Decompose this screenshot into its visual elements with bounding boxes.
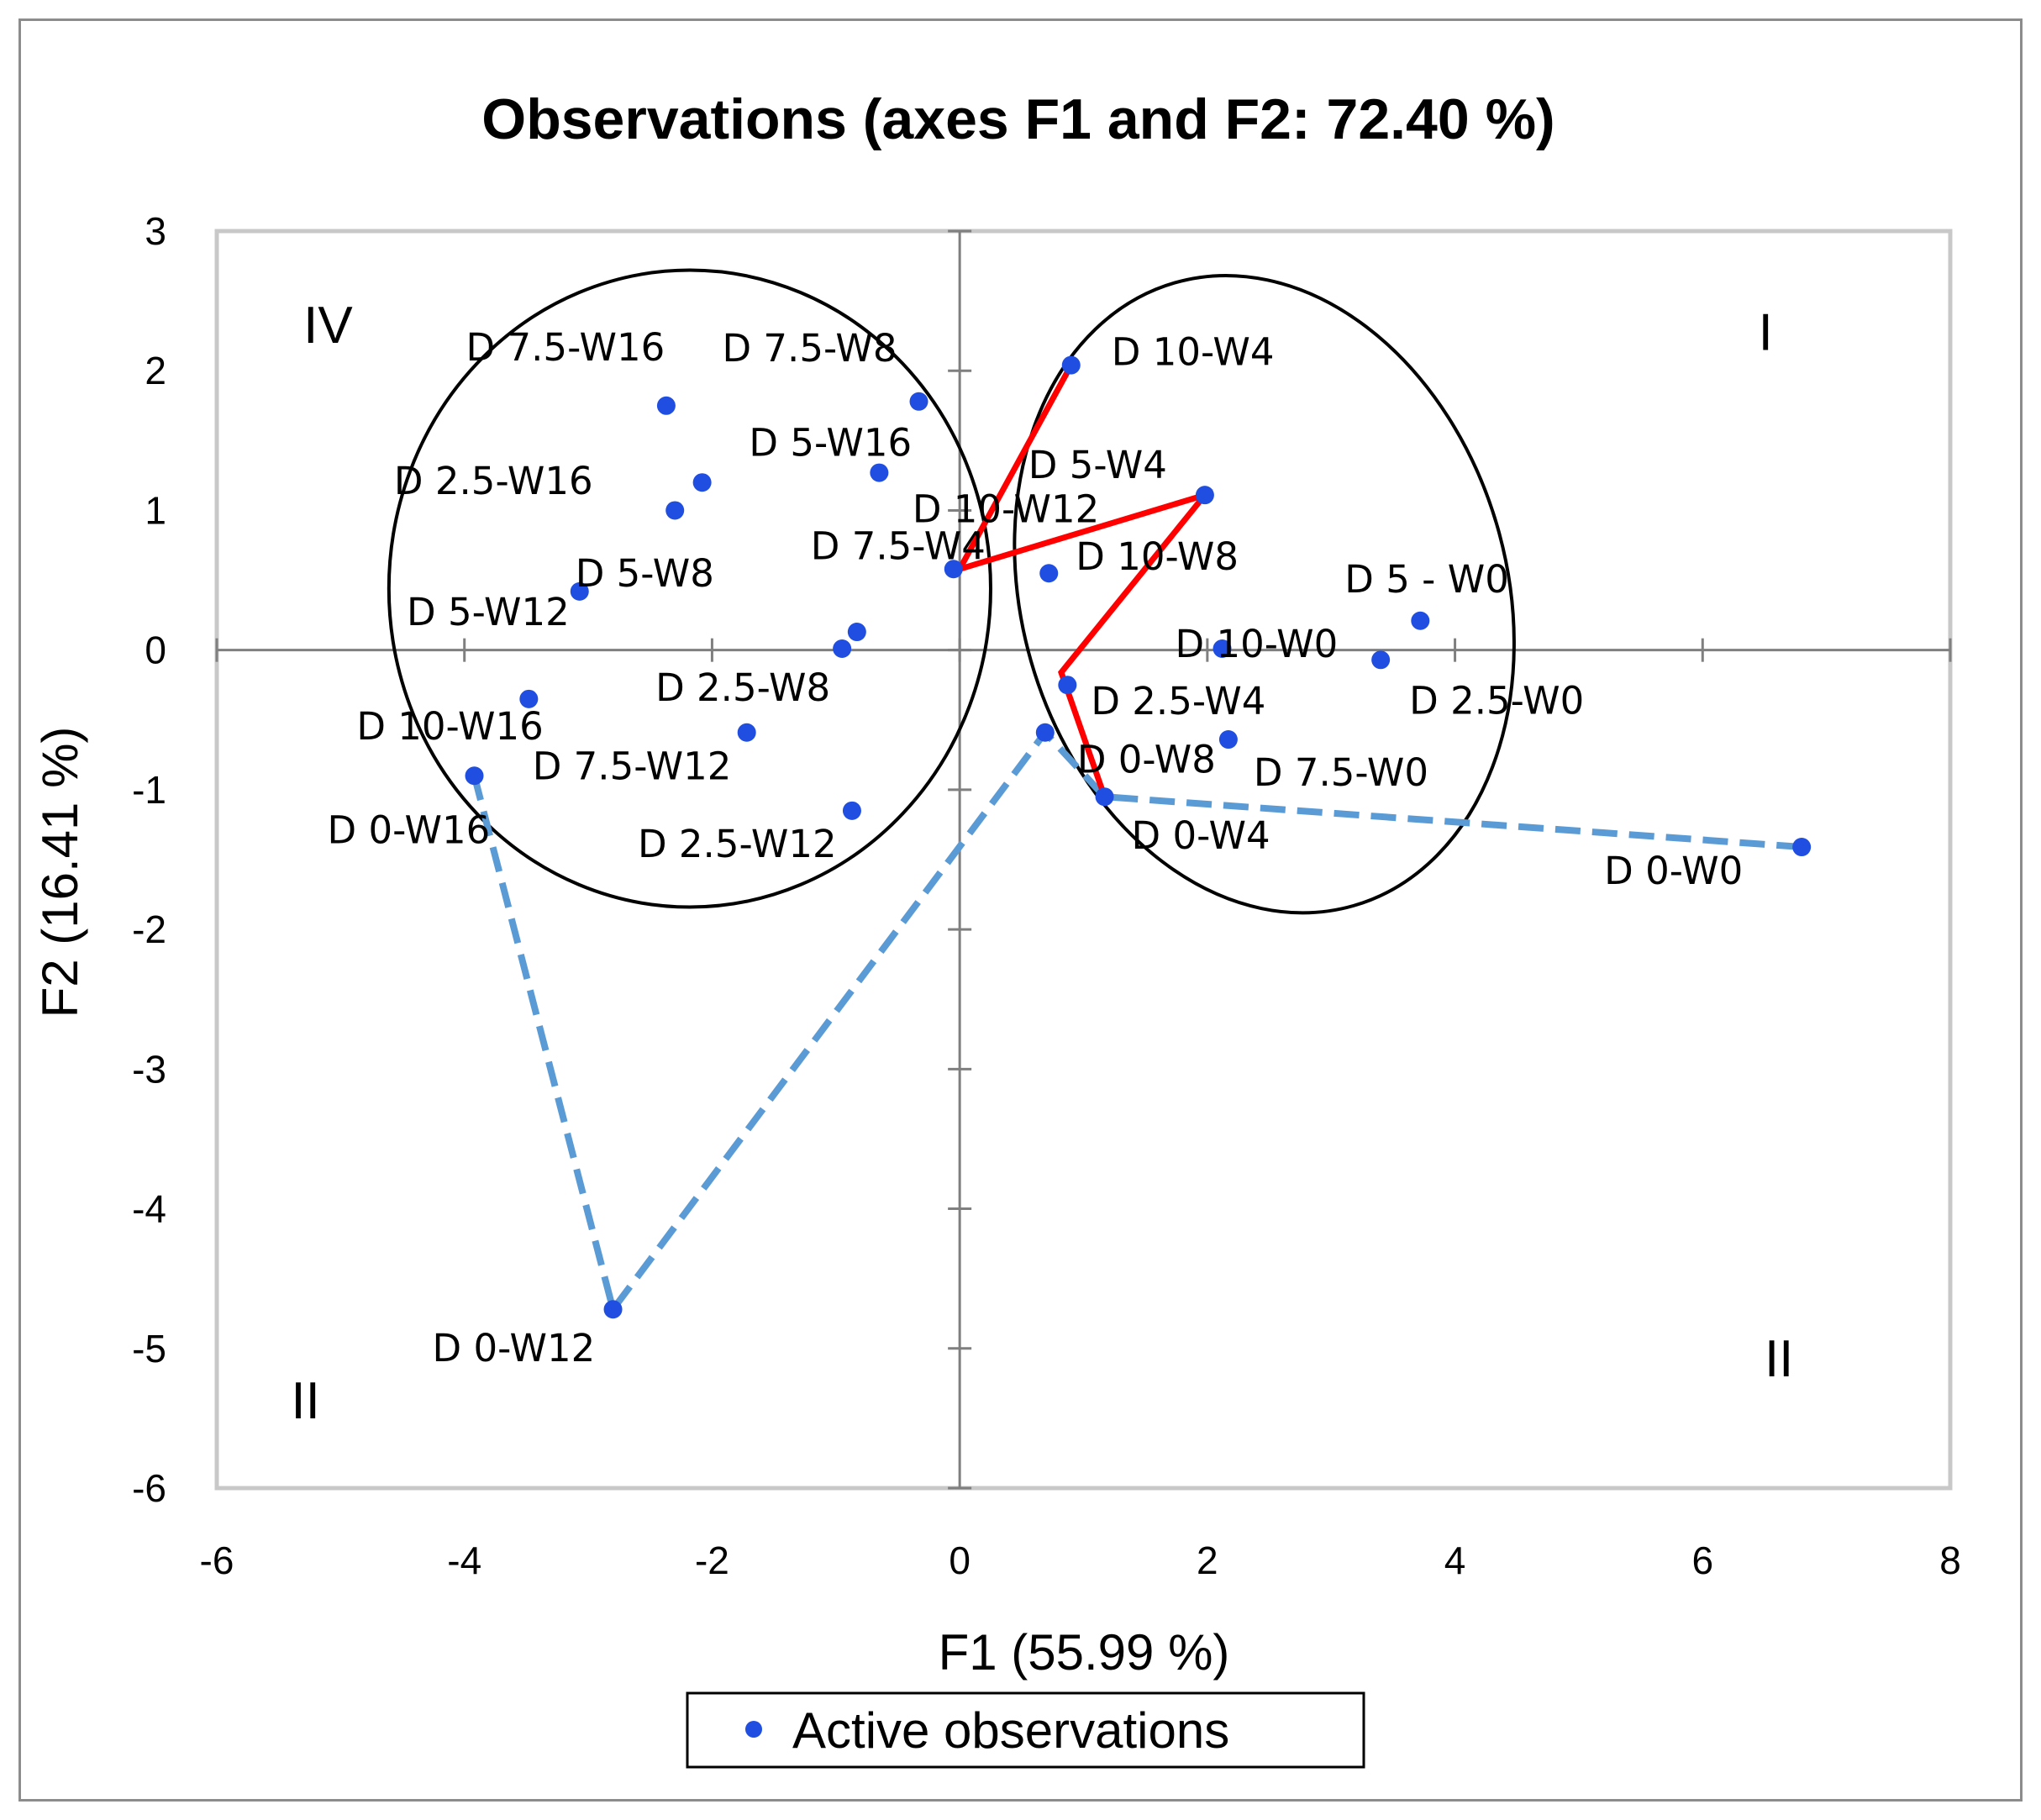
- data-point: [1218, 730, 1238, 750]
- point-label: D 0-W0: [1604, 849, 1743, 893]
- plot-area: [214, 229, 1953, 1491]
- point-label: D 5-W16: [749, 421, 912, 466]
- data-point: [1058, 676, 1077, 695]
- point-label: D 0-W16: [328, 807, 491, 852]
- data-point: [570, 581, 589, 601]
- point-label: D 2.5-W12: [638, 822, 837, 866]
- point-label: D 5 - W0: [1344, 557, 1509, 602]
- legend-box: [686, 1691, 1365, 1769]
- data-points: [465, 355, 1812, 1319]
- data-point: [1035, 723, 1055, 742]
- point-label: D 7.5-W16: [466, 325, 665, 370]
- data-point: [842, 801, 861, 820]
- y-tick-label: 1: [145, 488, 166, 532]
- data-point: [603, 1300, 623, 1319]
- point-label: D 0-W12: [433, 1326, 596, 1370]
- y-tick-label: -6: [132, 1466, 166, 1510]
- point-label: D 10-W12: [913, 487, 1099, 531]
- data-point: [1195, 486, 1214, 505]
- point-label: D 0-W8: [1077, 738, 1216, 782]
- y-tick-labels: 3 2 1 0 -1 -2 -3 -4 -5 -6: [132, 209, 166, 1510]
- data-point: [665, 501, 685, 520]
- x-tick-label: 6: [1691, 1539, 1713, 1582]
- quadrant-label: II: [1765, 1330, 1793, 1388]
- x-tick-label: 8: [1939, 1539, 1961, 1582]
- data-point: [1213, 639, 1232, 659]
- x-axis-title: F1 (55.99 %): [939, 1624, 1230, 1681]
- point-label: D 5-W12: [407, 590, 570, 634]
- y-tick-label: -4: [132, 1187, 166, 1231]
- data-point: [692, 473, 712, 492]
- data-point: [1792, 838, 1812, 857]
- point-label: D 2.5-W0: [1409, 678, 1584, 723]
- point-label: D 2.5-W16: [394, 459, 593, 503]
- y-tick-label: 2: [145, 349, 166, 392]
- x-tick-label: -6: [200, 1539, 234, 1582]
- point-label: D 10-W8: [1076, 534, 1239, 579]
- y-tick-label: -5: [132, 1327, 166, 1370]
- x-tick-label: -2: [695, 1539, 729, 1582]
- quadrant-label: IV: [303, 297, 353, 355]
- axes: [215, 229, 1952, 1490]
- point-label: D 5-W4: [1028, 443, 1167, 487]
- y-axis-title: F2 (16.41 %): [32, 727, 88, 1018]
- point-label: D 2.5-W8: [655, 665, 830, 710]
- data-point: [870, 463, 889, 482]
- data-point: [847, 623, 866, 642]
- data-point: [519, 689, 539, 708]
- group-ellipse-2: [1013, 274, 1516, 915]
- chart-title: Observations (axes F1 and F2: 72.40 %): [481, 87, 1554, 151]
- x-tick-label: 2: [1197, 1539, 1218, 1582]
- x-tick-label: -4: [447, 1539, 481, 1582]
- data-point: [1095, 787, 1114, 807]
- quadrant-label: I: [1759, 303, 1773, 361]
- legend: Active observations: [686, 1691, 1365, 1769]
- point-label: D 5-W8: [576, 551, 714, 596]
- group-ellipses: [387, 268, 1516, 915]
- data-point: [465, 766, 484, 786]
- x-tick-label: 0: [949, 1539, 971, 1582]
- data-point: [1371, 650, 1391, 670]
- figure-frame: [18, 18, 2023, 1802]
- data-point: [1411, 611, 1430, 630]
- x-tick-labels: -6 -4 -2 0 2 4 6 8: [200, 1539, 1961, 1582]
- point-label: D 10-W16: [356, 704, 543, 749]
- data-point: [833, 639, 852, 659]
- point-label: D 2.5-W4: [1091, 679, 1265, 723]
- y-tick-label: -2: [132, 907, 166, 951]
- point-label: D 10-W4: [1112, 330, 1275, 375]
- data-point: [944, 560, 963, 579]
- point-label: D 7.5-W4: [811, 523, 986, 568]
- legend-marker: [745, 1721, 762, 1738]
- legend-label: Active observations: [792, 1702, 1229, 1759]
- y-tick-label: -3: [132, 1047, 166, 1091]
- y-tick-label: -1: [132, 768, 166, 812]
- data-point: [737, 723, 756, 742]
- y-tick-label: 0: [145, 629, 166, 672]
- point-labels: D 10-W4 D 7.5-W8 D 7.5-W16 D 5-W16 D 2.5-W16…: [328, 325, 1744, 1370]
- point-label: D 0-W4: [1132, 813, 1270, 858]
- data-point: [1039, 564, 1059, 583]
- x-tick-label: 4: [1444, 1539, 1466, 1582]
- quadrant-label: II: [291, 1372, 319, 1430]
- data-point: [656, 396, 676, 415]
- data-point: [1061, 355, 1081, 375]
- point-label: D 7.5-W0: [1254, 750, 1428, 795]
- red-trajectory: [953, 363, 1213, 798]
- point-label: D 7.5-W8: [722, 326, 897, 371]
- point-label: D 7.5-W12: [533, 744, 732, 789]
- y-tick-label: 3: [145, 209, 166, 253]
- data-point: [909, 392, 928, 411]
- group-ellipse-1: [387, 268, 992, 909]
- point-label: D 10-W0: [1176, 622, 1339, 666]
